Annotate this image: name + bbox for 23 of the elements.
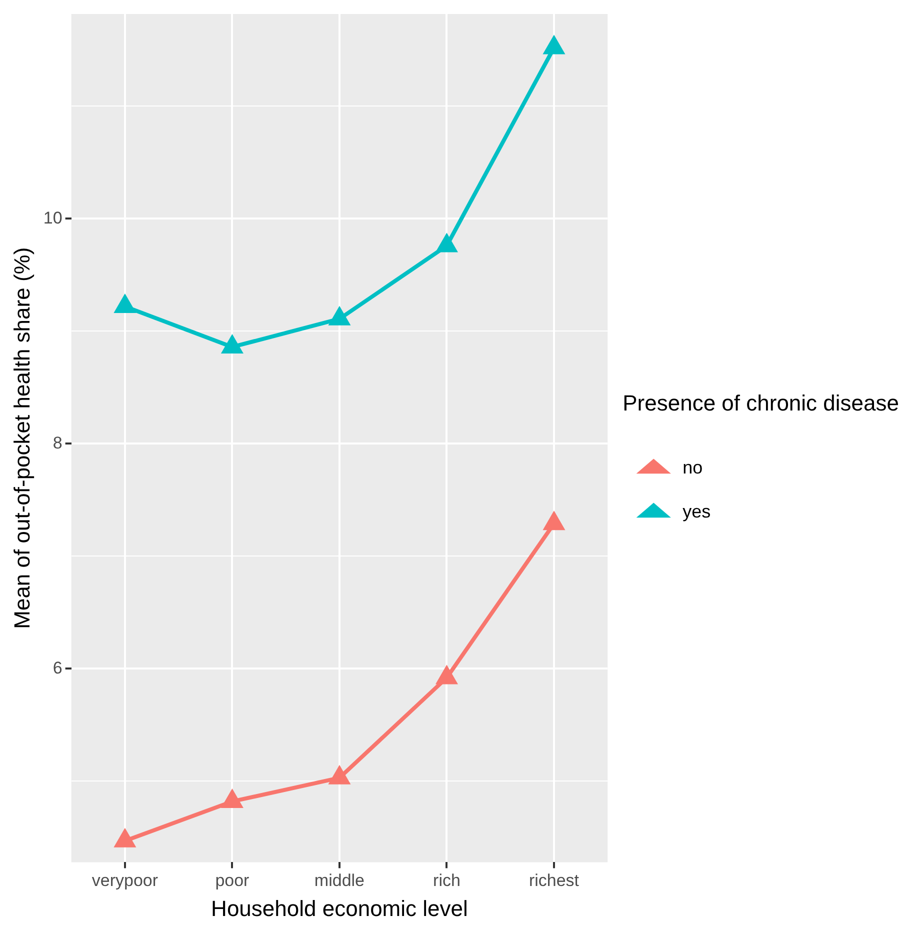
- point: [114, 828, 136, 848]
- point: [542, 34, 566, 54]
- legend-title: Presence of chronic disease: [622, 390, 899, 416]
- point: [435, 664, 458, 684]
- y-axis-title: Mean of out-of-pocket health share (%): [9, 247, 34, 629]
- point: [542, 510, 566, 530]
- point: [328, 306, 351, 326]
- y-tick-label: 8: [52, 433, 62, 452]
- x-tick-label: poor: [215, 871, 250, 890]
- legend-label: no: [682, 458, 703, 478]
- x-tick-label: middle: [314, 871, 365, 890]
- point: [114, 293, 136, 313]
- y-tick-label: 10: [43, 208, 62, 228]
- point: [435, 232, 458, 252]
- point: [328, 764, 351, 784]
- x-axis-title: Household economic level: [211, 896, 468, 921]
- x-tick-label: richest: [528, 871, 580, 890]
- x-tick-label: rich: [433, 871, 460, 890]
- legend-label: yes: [682, 502, 711, 522]
- y-tick-label: 6: [52, 658, 62, 678]
- point: [220, 334, 244, 354]
- point: [220, 788, 244, 808]
- x-tick-label: verypoor: [92, 871, 158, 890]
